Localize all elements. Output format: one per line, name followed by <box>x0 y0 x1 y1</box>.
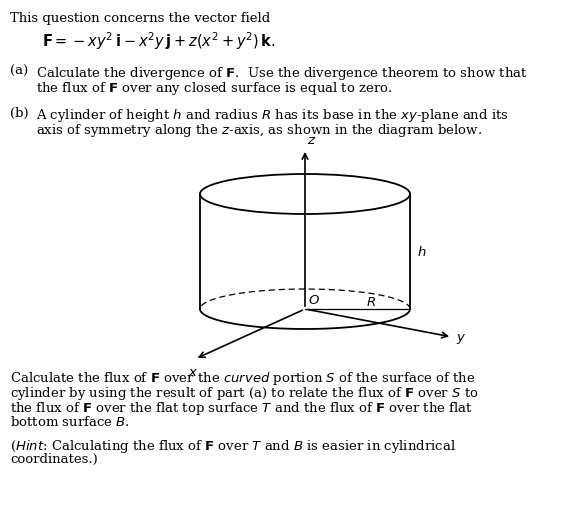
Text: $z$: $z$ <box>307 134 316 147</box>
Text: $x$: $x$ <box>188 365 198 378</box>
Text: the flux of $\mathbf{F}$ over the flat top surface $T$ and the flux of $\mathbf{: the flux of $\mathbf{F}$ over the flat t… <box>10 399 473 416</box>
Text: axis of symmetry along the $z$-axis, as shown in the diagram below.: axis of symmetry along the $z$-axis, as … <box>36 122 482 139</box>
Text: Calculate the divergence of $\mathbf{F}$.  Use the divergence theorem to show th: Calculate the divergence of $\mathbf{F}$… <box>36 65 528 82</box>
Text: $h$: $h$ <box>417 245 427 259</box>
Text: A cylinder of height $h$ and radius $R$ has its base in the $xy$-plane and its: A cylinder of height $h$ and radius $R$ … <box>36 107 509 124</box>
Text: ($\mathit{Hint}$: Calculating the flux of $\mathbf{F}$ over $T$ and $B$ is easie: ($\mathit{Hint}$: Calculating the flux o… <box>10 437 456 454</box>
Text: $\mathbf{F} = -xy^2\,\mathbf{i} - x^2y\,\mathbf{j} + z(x^2+y^2)\,\mathbf{k}.$: $\mathbf{F} = -xy^2\,\mathbf{i} - x^2y\,… <box>42 30 275 52</box>
Text: $O$: $O$ <box>308 293 320 307</box>
Text: $y$: $y$ <box>456 331 466 345</box>
Text: Calculate the flux of $\mathbf{F}$ over the $\mathit{curved}$ portion $S$ of the: Calculate the flux of $\mathbf{F}$ over … <box>10 369 475 386</box>
Text: $R$: $R$ <box>366 295 376 309</box>
Text: (a): (a) <box>10 65 28 78</box>
Text: (b): (b) <box>10 107 29 120</box>
Text: coordinates.): coordinates.) <box>10 452 98 465</box>
Text: This question concerns the vector field: This question concerns the vector field <box>10 12 270 25</box>
Text: bottom surface $B$.: bottom surface $B$. <box>10 414 130 428</box>
Text: the flux of $\mathbf{F}$ over any closed surface is equal to zero.: the flux of $\mathbf{F}$ over any closed… <box>36 80 393 97</box>
Text: cylinder by using the result of part (a) to relate the flux of $\mathbf{F}$ over: cylinder by using the result of part (a)… <box>10 384 478 401</box>
